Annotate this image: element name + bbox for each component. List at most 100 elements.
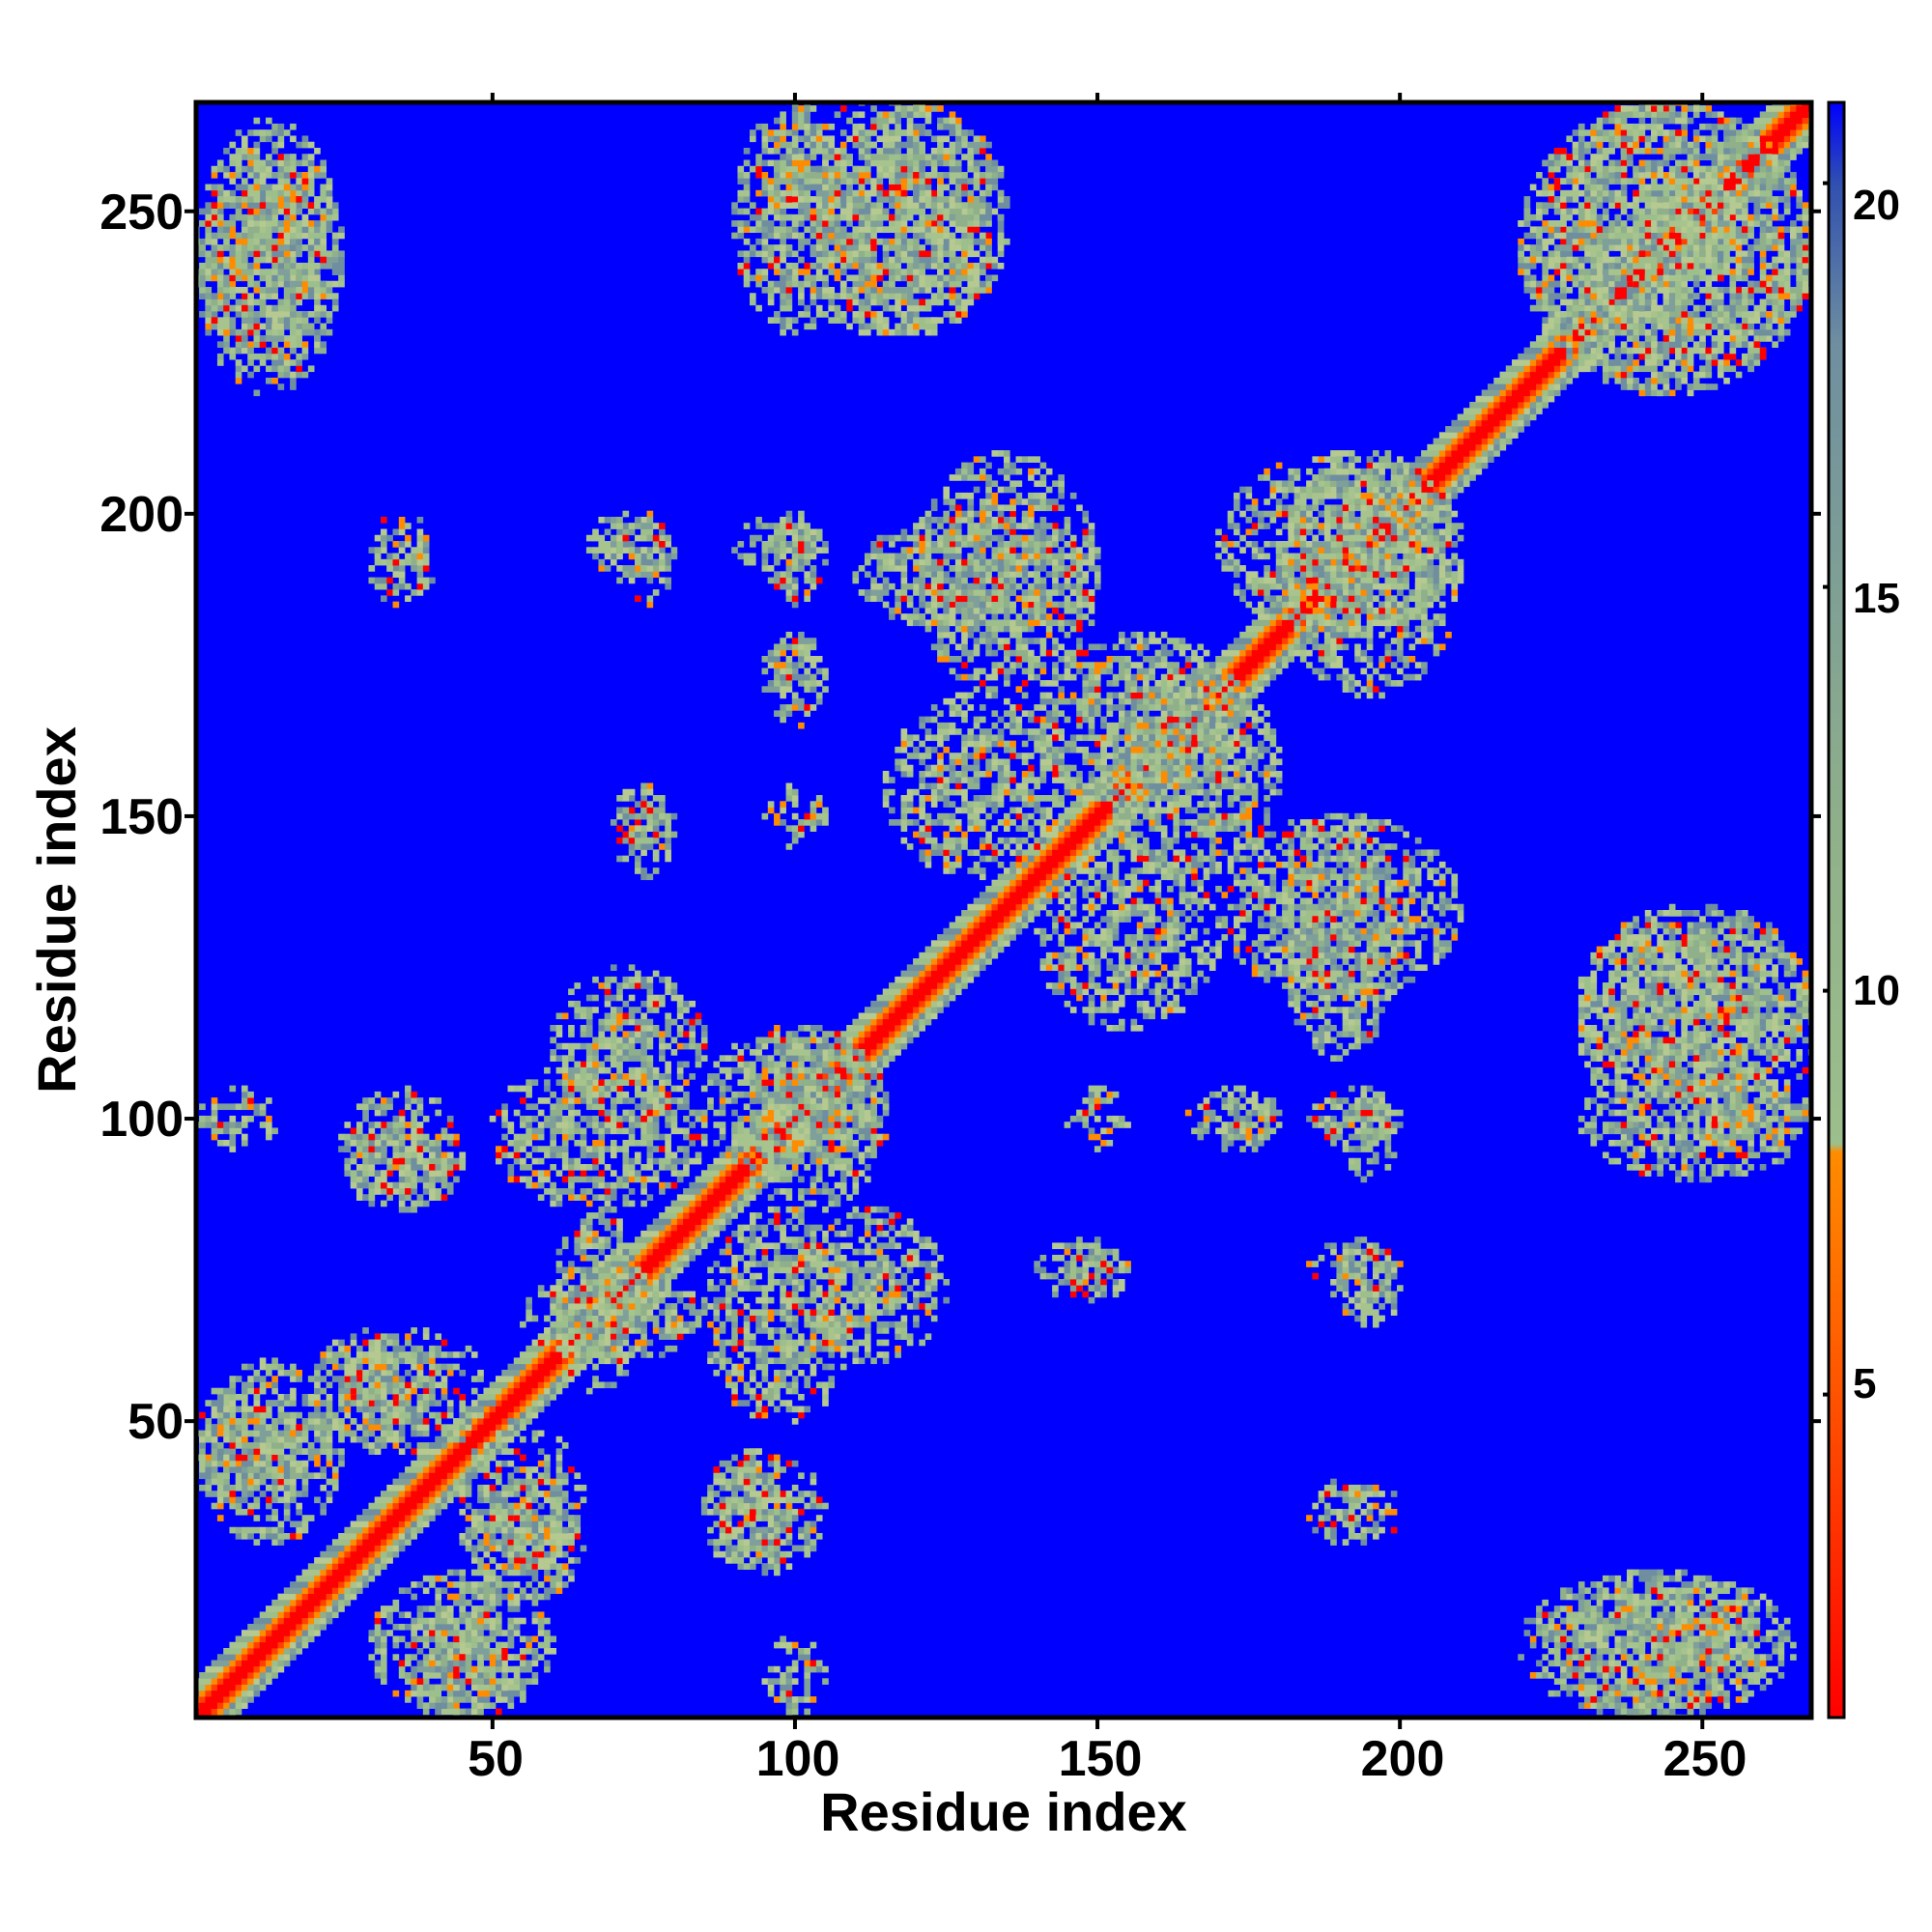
diagonal-cell [1427, 450, 1434, 457]
contact-cell [762, 214, 769, 221]
diagonal-cell [859, 1037, 866, 1044]
diagonal-cell [895, 1031, 901, 1037]
contact-cell [296, 185, 302, 191]
diagonal-cell [368, 1546, 375, 1552]
contact-cell [302, 287, 309, 294]
diagonal-cell [991, 952, 998, 959]
contact-cell [774, 118, 781, 125]
diagonal-cell [1252, 674, 1259, 681]
contact-cell [1639, 1146, 1646, 1152]
diagonal-cell [1004, 886, 1010, 893]
diagonal-cell [538, 1394, 545, 1401]
diagonal-cell [1760, 172, 1767, 179]
diagonal-cell [1475, 463, 1482, 469]
diagonal-cell [1221, 686, 1228, 693]
diagonal-cell [1100, 825, 1107, 832]
diagonal-cell [689, 1249, 696, 1256]
diagonal-cell [453, 1442, 460, 1449]
contact-cell [242, 154, 248, 160]
contact-cell [744, 226, 751, 233]
diagonal-cell [1506, 420, 1513, 427]
diagonal-cell [393, 1546, 400, 1552]
contact-cell [755, 226, 762, 233]
contact-cell [1578, 1127, 1585, 1134]
diagonal-cell [1094, 832, 1101, 838]
contact-cell [1718, 1170, 1724, 1177]
diagonal-cell [1506, 365, 1513, 372]
diagonal-cell [1288, 619, 1294, 626]
diagonal-cell [1258, 638, 1264, 644]
diagonal-cell [1239, 668, 1246, 675]
diagonal-cell [731, 1170, 738, 1177]
contact-cell [744, 185, 751, 191]
diagonal-cell [423, 1455, 430, 1462]
contact-cell [792, 269, 799, 275]
diagonal-cell [967, 977, 974, 983]
diagonal-cell [417, 1461, 424, 1467]
diagonal-cell [937, 964, 944, 971]
contact-cell [755, 154, 762, 160]
contact-cell [217, 233, 224, 240]
contact-cell [1681, 1146, 1688, 1152]
diagonal-cell [199, 1709, 206, 1716]
diagonal-cell [665, 1273, 671, 1280]
diagonal-cell [296, 1611, 302, 1618]
diagonal-cell [223, 1666, 230, 1673]
diagonal-cell [1215, 656, 1222, 663]
diagonal-cell [1542, 354, 1548, 360]
contact-cell [1688, 1062, 1694, 1068]
diagonal-cell [242, 1648, 248, 1655]
diagonal-cell [351, 1570, 357, 1577]
contact-cell [284, 281, 291, 288]
diagonal-cell [1403, 523, 1409, 529]
diagonal-cell [1004, 916, 1010, 923]
diagonal-cell [1463, 444, 1470, 451]
diagonal-cell [1796, 148, 1803, 155]
contact-cell [840, 233, 847, 240]
diagonal-cell [901, 1012, 908, 1019]
diagonal-cell [1016, 923, 1023, 929]
diagonal-cell [477, 1431, 484, 1437]
diagonal-cell [1445, 493, 1452, 499]
diagonal-cell [883, 1025, 890, 1032]
diagonal-cell [991, 916, 998, 923]
contact-cell [774, 269, 781, 275]
diagonal-cell [720, 1212, 726, 1219]
diagonal-cell [538, 1370, 545, 1377]
diagonal-cell [399, 1515, 406, 1521]
diagonal-cell [1500, 426, 1507, 433]
diagonal-cell [411, 1491, 417, 1497]
diagonal-cell [356, 1533, 363, 1540]
diagonal-cell [1228, 662, 1235, 668]
contact-cell [1742, 1170, 1748, 1177]
diagonal-cell [441, 1442, 448, 1449]
contact-cell [731, 209, 738, 215]
contact-cell [296, 341, 302, 348]
diagonal-cell [520, 1412, 526, 1419]
diagonal-cell [701, 1188, 708, 1195]
diagonal-cell [453, 1448, 460, 1455]
contact-cell [1584, 1122, 1591, 1128]
contact-cell [1675, 1097, 1682, 1104]
diagonal-cell [889, 1012, 895, 1019]
contact-cell [744, 257, 751, 264]
diagonal-cell [320, 1594, 327, 1601]
diagonal-cell [1270, 650, 1277, 657]
contact-cell [332, 281, 339, 288]
diagonal-cell [919, 982, 925, 989]
contact-cell [768, 257, 775, 264]
diagonal-cell [901, 982, 908, 989]
diagonal-cell [284, 1618, 291, 1625]
diagonal-cell [1258, 632, 1264, 639]
diagonal-cell [212, 1661, 218, 1667]
diagonal-cell [659, 1261, 666, 1267]
diagonal-cell [713, 1201, 720, 1208]
contact-cell [755, 305, 762, 312]
diagonal-cell [1288, 656, 1294, 663]
diagonal-cell [998, 923, 1005, 929]
diagonal-cell [290, 1605, 297, 1612]
diagonal-cell [1113, 765, 1120, 772]
diagonal-cell [877, 1049, 884, 1056]
diagonal-cell [1705, 202, 1712, 209]
diagonal-cell [1427, 444, 1434, 451]
